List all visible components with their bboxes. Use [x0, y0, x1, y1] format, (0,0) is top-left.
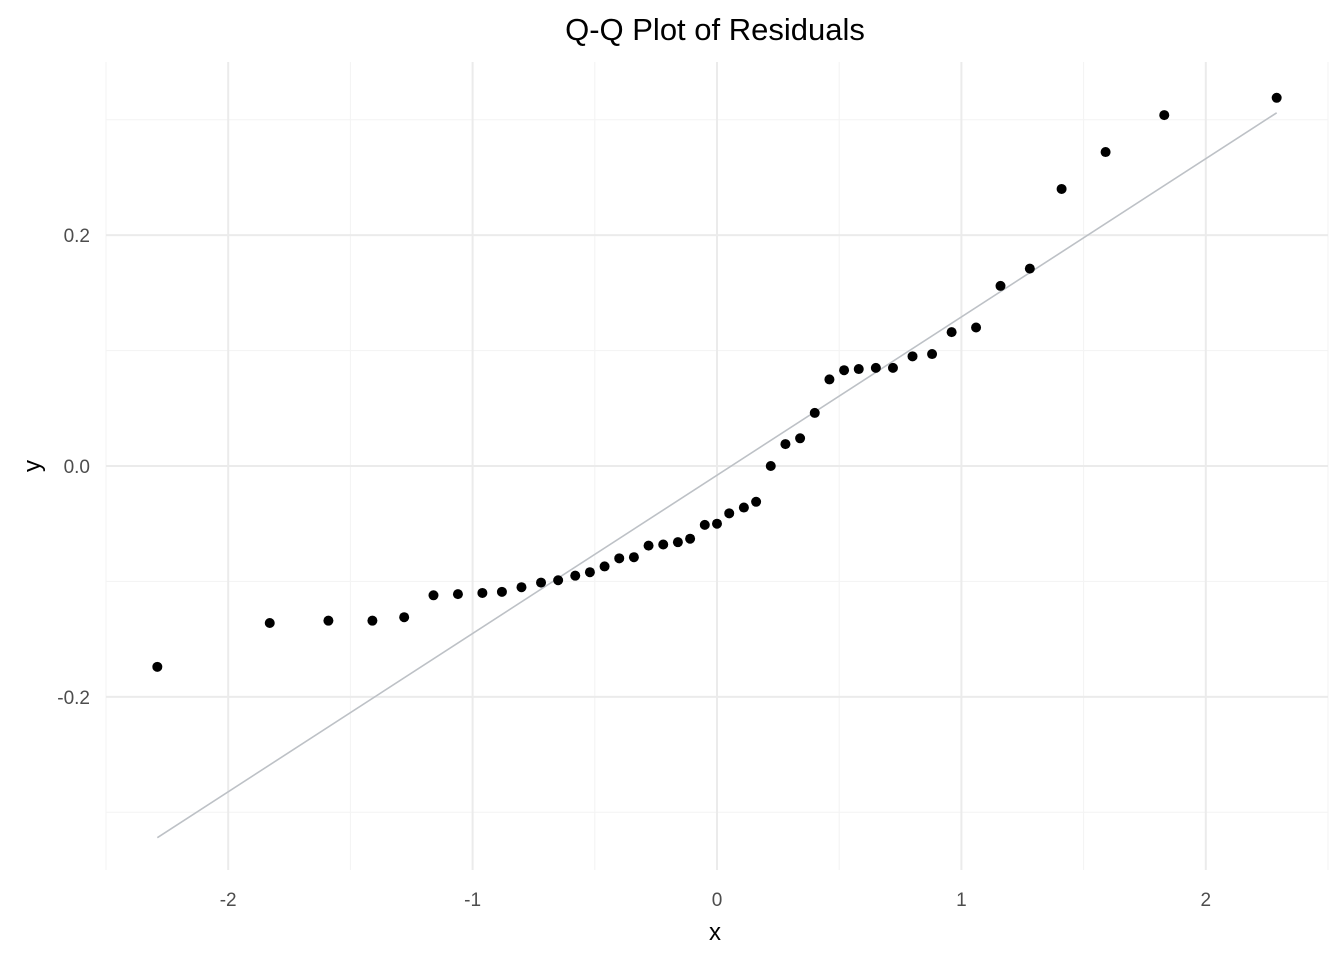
data-point: [672, 537, 683, 548]
data-point: [553, 575, 564, 586]
data-point: [428, 590, 439, 601]
data-point: [643, 540, 654, 551]
data-point: [712, 518, 722, 529]
data-point: [1100, 147, 1111, 158]
qq-reference-line: [156, 112, 1278, 839]
data-point: [399, 612, 410, 623]
data-point: [724, 508, 735, 519]
x-axis-tick-labels: -2 -1 0 1 2: [220, 890, 1211, 911]
reference-line-group: [156, 112, 1278, 839]
y-tick-label: 0.2: [64, 226, 90, 247]
data-point: [584, 567, 595, 578]
data-point: [995, 280, 1006, 291]
data-point: [570, 570, 581, 581]
x-tick-label: 0: [712, 890, 723, 911]
data-point: [971, 322, 982, 333]
data-point: [1159, 110, 1170, 121]
data-point: [751, 496, 762, 507]
y-axis-title: y: [19, 460, 46, 472]
data-point: [599, 561, 610, 572]
x-tick-label: -1: [464, 890, 481, 911]
data-point: [927, 349, 938, 360]
data-point: [323, 615, 334, 626]
data-point: [839, 365, 850, 376]
data-point: [738, 502, 749, 513]
data-point: [496, 586, 507, 597]
data-point: [780, 439, 791, 450]
data-point: [870, 362, 881, 373]
data-point: [765, 461, 776, 471]
data-point: [946, 327, 957, 338]
data-point: [907, 351, 918, 362]
x-axis-title: x: [709, 919, 721, 946]
data-point: [628, 552, 639, 563]
data-points: [152, 92, 1282, 672]
data-point: [1056, 183, 1067, 194]
x-tick-label: 2: [1201, 890, 1212, 911]
y-tick-label: 0.0: [64, 457, 90, 478]
data-point: [1024, 263, 1035, 274]
data-point: [452, 589, 463, 600]
data-point: [614, 553, 625, 564]
data-point: [658, 539, 669, 550]
y-tick-label: -0.2: [57, 688, 90, 709]
data-point: [516, 582, 527, 593]
data-point: [887, 362, 898, 373]
data-point: [1271, 92, 1282, 103]
data-point: [795, 433, 806, 444]
data-point: [477, 587, 488, 598]
x-tick-label: -2: [220, 890, 237, 911]
data-point: [824, 374, 835, 385]
data-point: [152, 661, 163, 672]
major-gridlines: [106, 62, 1328, 870]
chart-title: Q-Q Plot of Residuals: [565, 12, 865, 47]
data-point: [699, 519, 710, 530]
data-point: [685, 533, 696, 544]
data-point: [264, 617, 275, 628]
data-point: [367, 615, 378, 626]
data-point: [809, 407, 820, 418]
data-point: [536, 577, 547, 588]
data-point: [853, 364, 864, 375]
y-axis-tick-labels: -0.2 0.0 0.2: [57, 226, 90, 709]
x-tick-label: 1: [956, 890, 967, 911]
